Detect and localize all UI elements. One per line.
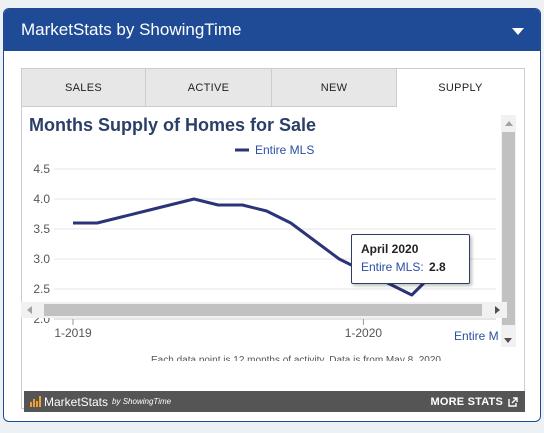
brand-by: by ShowingTime — [112, 397, 172, 406]
tab-label: NEW — [320, 81, 348, 94]
y-tick-label: 2.5 — [33, 282, 50, 296]
horizontal-scrollbar[interactable] — [21, 302, 507, 318]
stats-panel: SALES ACTIVE NEW SUPPLY Months Supply of… — [21, 68, 525, 409]
marketstats-logo: MarketStats by ShowingTime — [30, 395, 171, 409]
external-link-icon — [508, 396, 518, 407]
legend-label[interactable]: Entire MLS — [255, 143, 314, 157]
vertical-scroll-thumb[interactable] — [502, 132, 515, 325]
tab-supply[interactable]: SUPPLY — [397, 69, 524, 107]
tooltip-value: 2.8 — [429, 260, 446, 274]
scroll-left-icon[interactable] — [27, 306, 32, 314]
widget-footer: MarketStats by ShowingTime MORE STATS — [24, 391, 525, 412]
vertical-scrollbar[interactable] — [501, 115, 516, 347]
widget-title: MarketStats by ShowingTime — [21, 20, 242, 39]
scroll-down-icon[interactable] — [504, 338, 512, 343]
tooltip-series-label: Entire MLS: — [361, 260, 424, 274]
y-tick-label: 3.0 — [33, 252, 50, 266]
y-tick-label: 4.0 — [33, 192, 50, 206]
x-tick-label: 1-2019 — [54, 326, 92, 340]
tooltip-row: Entire MLS: 2.8 — [361, 260, 469, 274]
tooltip-title: April 2020 — [361, 242, 419, 256]
more-stats-label: MORE STATS — [430, 395, 503, 408]
series-line-entire-mls[interactable] — [73, 197, 461, 297]
tab-active[interactable]: ACTIVE — [146, 69, 272, 107]
brand-main: MarketStats — [44, 394, 109, 409]
bar-chart-icon — [30, 396, 41, 407]
tab-label: SALES — [65, 81, 102, 94]
widget-header[interactable]: MarketStats by ShowingTime — [4, 9, 540, 51]
x-tick-label: 1-2020 — [345, 326, 383, 340]
marketstats-widget: MarketStats by ShowingTime SALES ACTIVE … — [3, 8, 541, 422]
scroll-up-icon[interactable] — [505, 121, 513, 126]
tab-new[interactable]: NEW — [272, 69, 397, 107]
tab-label: ACTIVE — [187, 81, 230, 94]
y-tick-label: 3.5 — [33, 222, 50, 236]
more-stats-link[interactable]: MORE STATS — [431, 396, 518, 408]
horizontal-scroll-thumb[interactable] — [44, 304, 482, 316]
scroll-right-icon[interactable] — [495, 306, 500, 314]
chart-footnote: Each data point is 12 months of activity… — [151, 355, 444, 361]
overflow-legend-label: Entire M — [454, 329, 499, 343]
tab-sales[interactable]: SALES — [22, 69, 146, 107]
chart-title: Months Supply of Homes for Sale — [29, 115, 317, 135]
chart-tooltip: April 2020 Entire MLS: 2.8 — [351, 234, 470, 284]
tab-label: SUPPLY — [438, 82, 483, 94]
chevron-down-icon[interactable] — [512, 27, 524, 35]
tab-bar: SALES ACTIVE NEW SUPPLY — [22, 69, 524, 107]
y-tick-label: 4.5 — [33, 162, 50, 176]
